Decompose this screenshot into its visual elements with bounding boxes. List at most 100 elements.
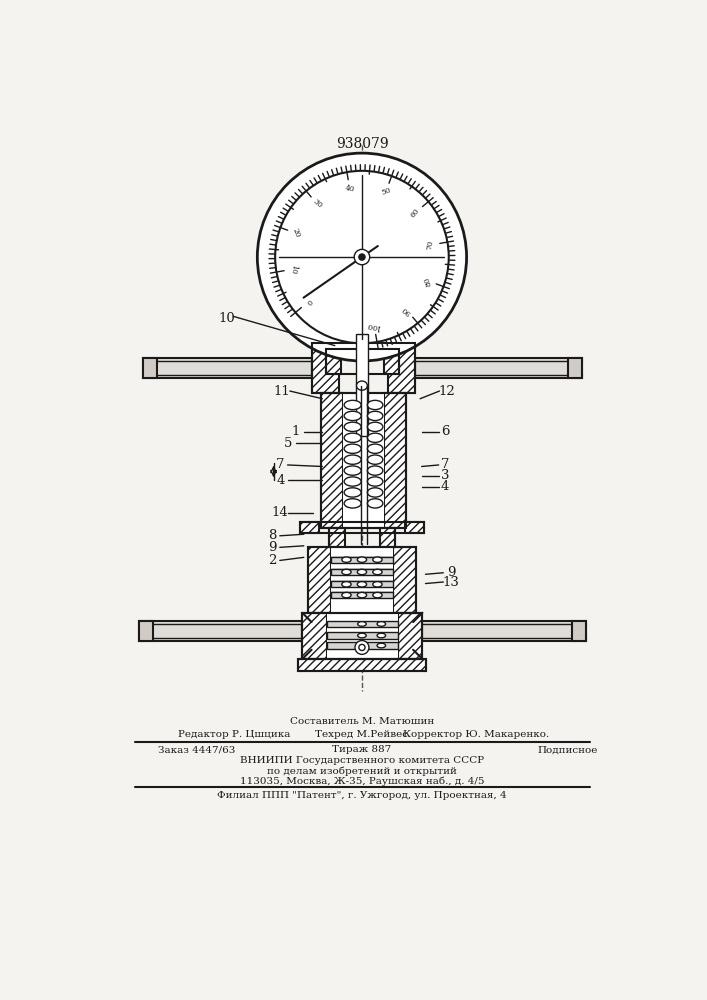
- Bar: [331, 557, 393, 563]
- Bar: [312, 343, 339, 393]
- Ellipse shape: [344, 411, 361, 421]
- Ellipse shape: [368, 433, 383, 442]
- Bar: [385, 393, 406, 528]
- Text: 40: 40: [344, 184, 356, 194]
- Ellipse shape: [373, 569, 382, 575]
- Text: 0: 0: [304, 297, 313, 306]
- Ellipse shape: [344, 499, 361, 508]
- Bar: [384, 349, 399, 374]
- Ellipse shape: [377, 643, 385, 648]
- Ellipse shape: [368, 444, 383, 453]
- Ellipse shape: [373, 557, 382, 562]
- Bar: [321, 393, 406, 528]
- Ellipse shape: [344, 422, 361, 431]
- Text: 30: 30: [311, 198, 324, 210]
- Text: Филиал ППП "Патент", г. Ужгород, ул. Проектная, 4: Филиал ППП "Патент", г. Ужгород, ул. Про…: [217, 791, 507, 800]
- Text: 4: 4: [440, 480, 449, 493]
- Bar: [298, 659, 426, 671]
- Bar: [312, 343, 416, 393]
- Text: ВНИИПИ Государственного комитета СССР: ВНИИПИ Государственного комитета СССР: [240, 756, 484, 765]
- Text: 6: 6: [440, 425, 449, 438]
- Ellipse shape: [344, 433, 361, 442]
- Ellipse shape: [344, 444, 361, 453]
- Text: 13: 13: [443, 576, 460, 588]
- Text: 14: 14: [271, 506, 288, 519]
- Text: Редактор Р. Цшцика: Редактор Р. Цшцика: [177, 730, 290, 739]
- Ellipse shape: [358, 633, 366, 638]
- Ellipse shape: [377, 633, 385, 638]
- Ellipse shape: [368, 455, 383, 464]
- Circle shape: [359, 254, 365, 260]
- Ellipse shape: [368, 477, 383, 486]
- Text: 1: 1: [292, 425, 300, 438]
- Ellipse shape: [344, 488, 361, 497]
- Bar: [331, 581, 393, 587]
- Bar: [422, 621, 586, 641]
- Text: по делам изобретений и открытий: по делам изобретений и открытий: [267, 766, 457, 776]
- Bar: [143, 358, 312, 378]
- Text: 80: 80: [422, 275, 433, 287]
- Text: 7: 7: [440, 458, 449, 471]
- Circle shape: [275, 171, 449, 343]
- Text: Тираж 887: Тираж 887: [332, 745, 392, 754]
- Bar: [397, 613, 422, 659]
- Bar: [329, 528, 395, 547]
- Bar: [331, 569, 393, 575]
- Text: 113035, Москва, Ж-35, Раушская наб., д. 4/5: 113035, Москва, Ж-35, Раушская наб., д. …: [240, 776, 484, 786]
- Text: 90: 90: [400, 304, 413, 316]
- Ellipse shape: [368, 488, 383, 497]
- Text: 5: 5: [284, 437, 293, 450]
- Bar: [327, 642, 397, 649]
- Text: Составитель М. Матюшин: Составитель М. Матюшин: [290, 717, 434, 726]
- Bar: [331, 547, 393, 613]
- Text: 50: 50: [380, 187, 392, 197]
- Text: Заказ 4447/63: Заказ 4447/63: [158, 745, 235, 754]
- Text: 10: 10: [218, 312, 235, 325]
- Text: 9: 9: [447, 566, 455, 579]
- Ellipse shape: [373, 582, 382, 587]
- Ellipse shape: [357, 569, 367, 575]
- Bar: [298, 659, 426, 671]
- Bar: [331, 592, 393, 598]
- Circle shape: [359, 644, 365, 651]
- Ellipse shape: [357, 557, 367, 562]
- Circle shape: [355, 641, 369, 654]
- Text: 8: 8: [268, 529, 276, 542]
- Bar: [329, 528, 345, 547]
- Bar: [300, 522, 424, 533]
- Circle shape: [354, 249, 370, 265]
- Ellipse shape: [368, 499, 383, 508]
- Text: 100: 100: [366, 320, 382, 331]
- Bar: [356, 334, 368, 436]
- Bar: [325, 349, 341, 374]
- Ellipse shape: [357, 582, 367, 587]
- Bar: [143, 358, 156, 378]
- Bar: [568, 358, 582, 378]
- Ellipse shape: [368, 466, 383, 475]
- Bar: [404, 522, 424, 533]
- Bar: [308, 547, 331, 613]
- Ellipse shape: [341, 582, 351, 587]
- Bar: [343, 393, 385, 528]
- Ellipse shape: [341, 592, 351, 598]
- Text: 938079: 938079: [336, 137, 388, 151]
- Text: 4: 4: [276, 474, 285, 487]
- Bar: [327, 632, 397, 639]
- Bar: [303, 613, 422, 659]
- Ellipse shape: [368, 411, 383, 421]
- Ellipse shape: [344, 477, 361, 486]
- Ellipse shape: [344, 455, 361, 464]
- Bar: [321, 393, 343, 528]
- Text: 20: 20: [291, 227, 302, 239]
- Bar: [380, 528, 395, 547]
- Circle shape: [257, 153, 467, 361]
- Ellipse shape: [358, 622, 366, 626]
- Ellipse shape: [368, 400, 383, 410]
- Text: 2: 2: [268, 554, 276, 567]
- Bar: [139, 621, 153, 641]
- Ellipse shape: [344, 400, 361, 410]
- Text: 7: 7: [276, 458, 285, 471]
- Ellipse shape: [377, 622, 385, 626]
- Ellipse shape: [358, 643, 366, 648]
- Text: 3: 3: [440, 469, 449, 482]
